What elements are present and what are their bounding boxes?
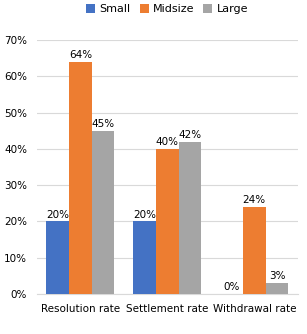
Text: 42%: 42% bbox=[178, 130, 201, 140]
Text: 3%: 3% bbox=[269, 271, 285, 281]
Text: 64%: 64% bbox=[69, 50, 92, 60]
Bar bbox=[156, 149, 179, 294]
Text: 20%: 20% bbox=[133, 209, 156, 219]
Bar bbox=[91, 131, 114, 294]
Legend: Small, Midsize, Large: Small, Midsize, Large bbox=[82, 0, 253, 19]
Text: 24%: 24% bbox=[243, 195, 266, 205]
Text: 40%: 40% bbox=[156, 137, 179, 147]
Bar bbox=[243, 207, 266, 294]
Bar bbox=[266, 283, 288, 294]
Text: 0%: 0% bbox=[223, 282, 240, 292]
Bar bbox=[179, 142, 201, 294]
Bar bbox=[69, 62, 91, 294]
Bar bbox=[133, 221, 156, 294]
Bar bbox=[46, 221, 69, 294]
Text: 20%: 20% bbox=[46, 209, 69, 219]
Text: 45%: 45% bbox=[91, 119, 115, 129]
